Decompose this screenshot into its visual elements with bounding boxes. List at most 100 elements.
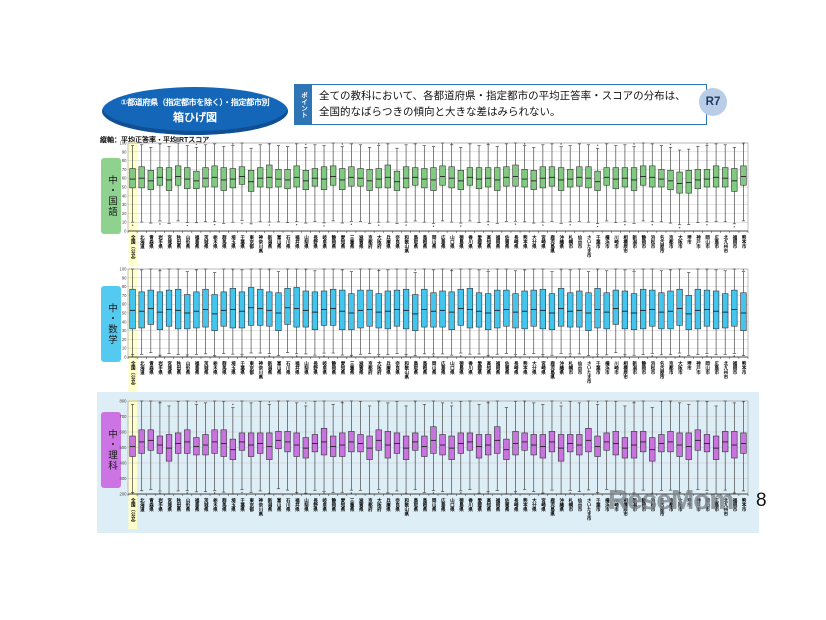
outlier-dot [378, 401, 380, 403]
x-category-label: 新潟市 [632, 360, 638, 376]
box [220, 167, 227, 191]
x-category-label: 栃木県 [213, 360, 219, 376]
x-category-label: 秋田県 [176, 360, 182, 376]
box [448, 291, 455, 331]
x-category-label: 宮城県 [167, 234, 173, 250]
box [357, 168, 364, 187]
box [676, 288, 683, 326]
outlier-dot [514, 492, 517, 494]
box [530, 169, 537, 190]
box [439, 165, 446, 186]
box [284, 169, 291, 190]
x-category-label: 千葉市 [596, 360, 602, 376]
outlier-dot [414, 401, 416, 403]
axis-note: 縦軸：平均正答率・平均IRTスコア [100, 137, 210, 144]
x-category-label: 岐阜県 [322, 360, 328, 376]
box [740, 292, 747, 331]
y-tick-label: 800 [120, 399, 128, 404]
x-category-label: 香川県 [468, 234, 474, 250]
x-category-label: 宮崎県 [541, 360, 547, 376]
box [521, 290, 528, 330]
box [676, 171, 683, 194]
box [612, 289, 619, 325]
outlier-dot [450, 143, 453, 145]
outlier-dot [596, 269, 599, 271]
box [740, 165, 747, 186]
outlier-dot [268, 269, 271, 271]
x-category-label: 富山県 [276, 360, 282, 376]
outlier-dot [460, 355, 462, 357]
box [229, 168, 236, 189]
x-category-label: 福島県 [194, 234, 200, 250]
outlier-dot [514, 223, 517, 225]
box [494, 289, 501, 329]
x-category-label: 和歌山県 [404, 497, 410, 517]
x-category-label: 大分県 [532, 360, 538, 376]
box [302, 290, 309, 328]
box [649, 289, 656, 327]
x-category-label: 神奈川県 [258, 360, 264, 381]
x-category-label: 富山県 [276, 497, 282, 513]
box [348, 166, 355, 187]
y-tick-label: 80 [122, 284, 127, 289]
box [156, 167, 164, 186]
y-tick-label: 0 [124, 229, 127, 234]
box [238, 166, 246, 185]
subject-label-kokugo: 中・国語 [101, 158, 121, 234]
x-category-label: 仙台市 [577, 497, 583, 513]
box [257, 167, 264, 188]
x-category-label: 山形県 [185, 360, 191, 376]
outlier-dot [131, 492, 134, 494]
x-category-label: 千葉市 [596, 234, 602, 250]
box [293, 287, 300, 328]
x-category-label: 山形県 [185, 234, 191, 250]
box [339, 168, 346, 190]
outlier-dot [305, 402, 307, 404]
outlier-dot [624, 355, 626, 357]
x-category-label: 岐阜県 [322, 234, 328, 250]
outlier-dot [742, 401, 745, 403]
x-category-label: 岩手県 [158, 497, 164, 513]
outlier-dot [432, 355, 435, 357]
x-category-label: 秋田県 [176, 497, 182, 513]
outlier-dot [159, 492, 161, 494]
x-category-label: 島根県 [422, 234, 428, 250]
x-category-label: 広島市 [714, 497, 720, 513]
outlier-dot [669, 269, 672, 271]
outlier-dot [305, 143, 307, 146]
box [311, 168, 319, 187]
x-category-label: 神戸市 [696, 360, 702, 376]
outlier-dot [678, 355, 681, 357]
x-category-label: 高知県 [486, 360, 492, 376]
x-category-label: 福岡県 [495, 360, 501, 376]
box [320, 166, 328, 190]
box [603, 167, 610, 186]
outlier-dot [378, 143, 380, 145]
point-text: 全ての教科において、各都道府県・指定都市の平均正答率・スコアの分布は、 全国的な… [311, 84, 707, 125]
x-category-label: 徳島県 [459, 497, 465, 513]
box [402, 288, 410, 330]
box [567, 169, 574, 188]
title-line2: 箱ひげ図 [173, 112, 217, 124]
box [685, 169, 692, 194]
outlier-dot [378, 224, 380, 226]
box [247, 287, 255, 326]
x-category-label: 宮崎県 [541, 497, 547, 513]
x-category-label: 福岡市 [732, 234, 738, 250]
x-category-label: 岡山県 [431, 360, 437, 376]
x-category-label: 岩手県 [158, 234, 164, 250]
y-tick-label: 600 [120, 430, 128, 435]
box [439, 290, 446, 328]
x-category-label: 群馬県 [222, 497, 228, 513]
outlier-dot [159, 401, 161, 403]
x-category-label: 兵庫県 [386, 234, 392, 250]
x-category-label: 高知県 [486, 497, 492, 513]
x-category-label: 香川県 [468, 360, 474, 376]
outlier-dot [405, 492, 407, 494]
x-category-label: 神奈川県 [258, 234, 264, 255]
y-tick-label: 100 [120, 267, 128, 272]
x-category-label: 東京都 [249, 360, 255, 376]
r7-badge: R7 [699, 88, 727, 116]
x-category-label: 群馬県 [222, 360, 228, 376]
